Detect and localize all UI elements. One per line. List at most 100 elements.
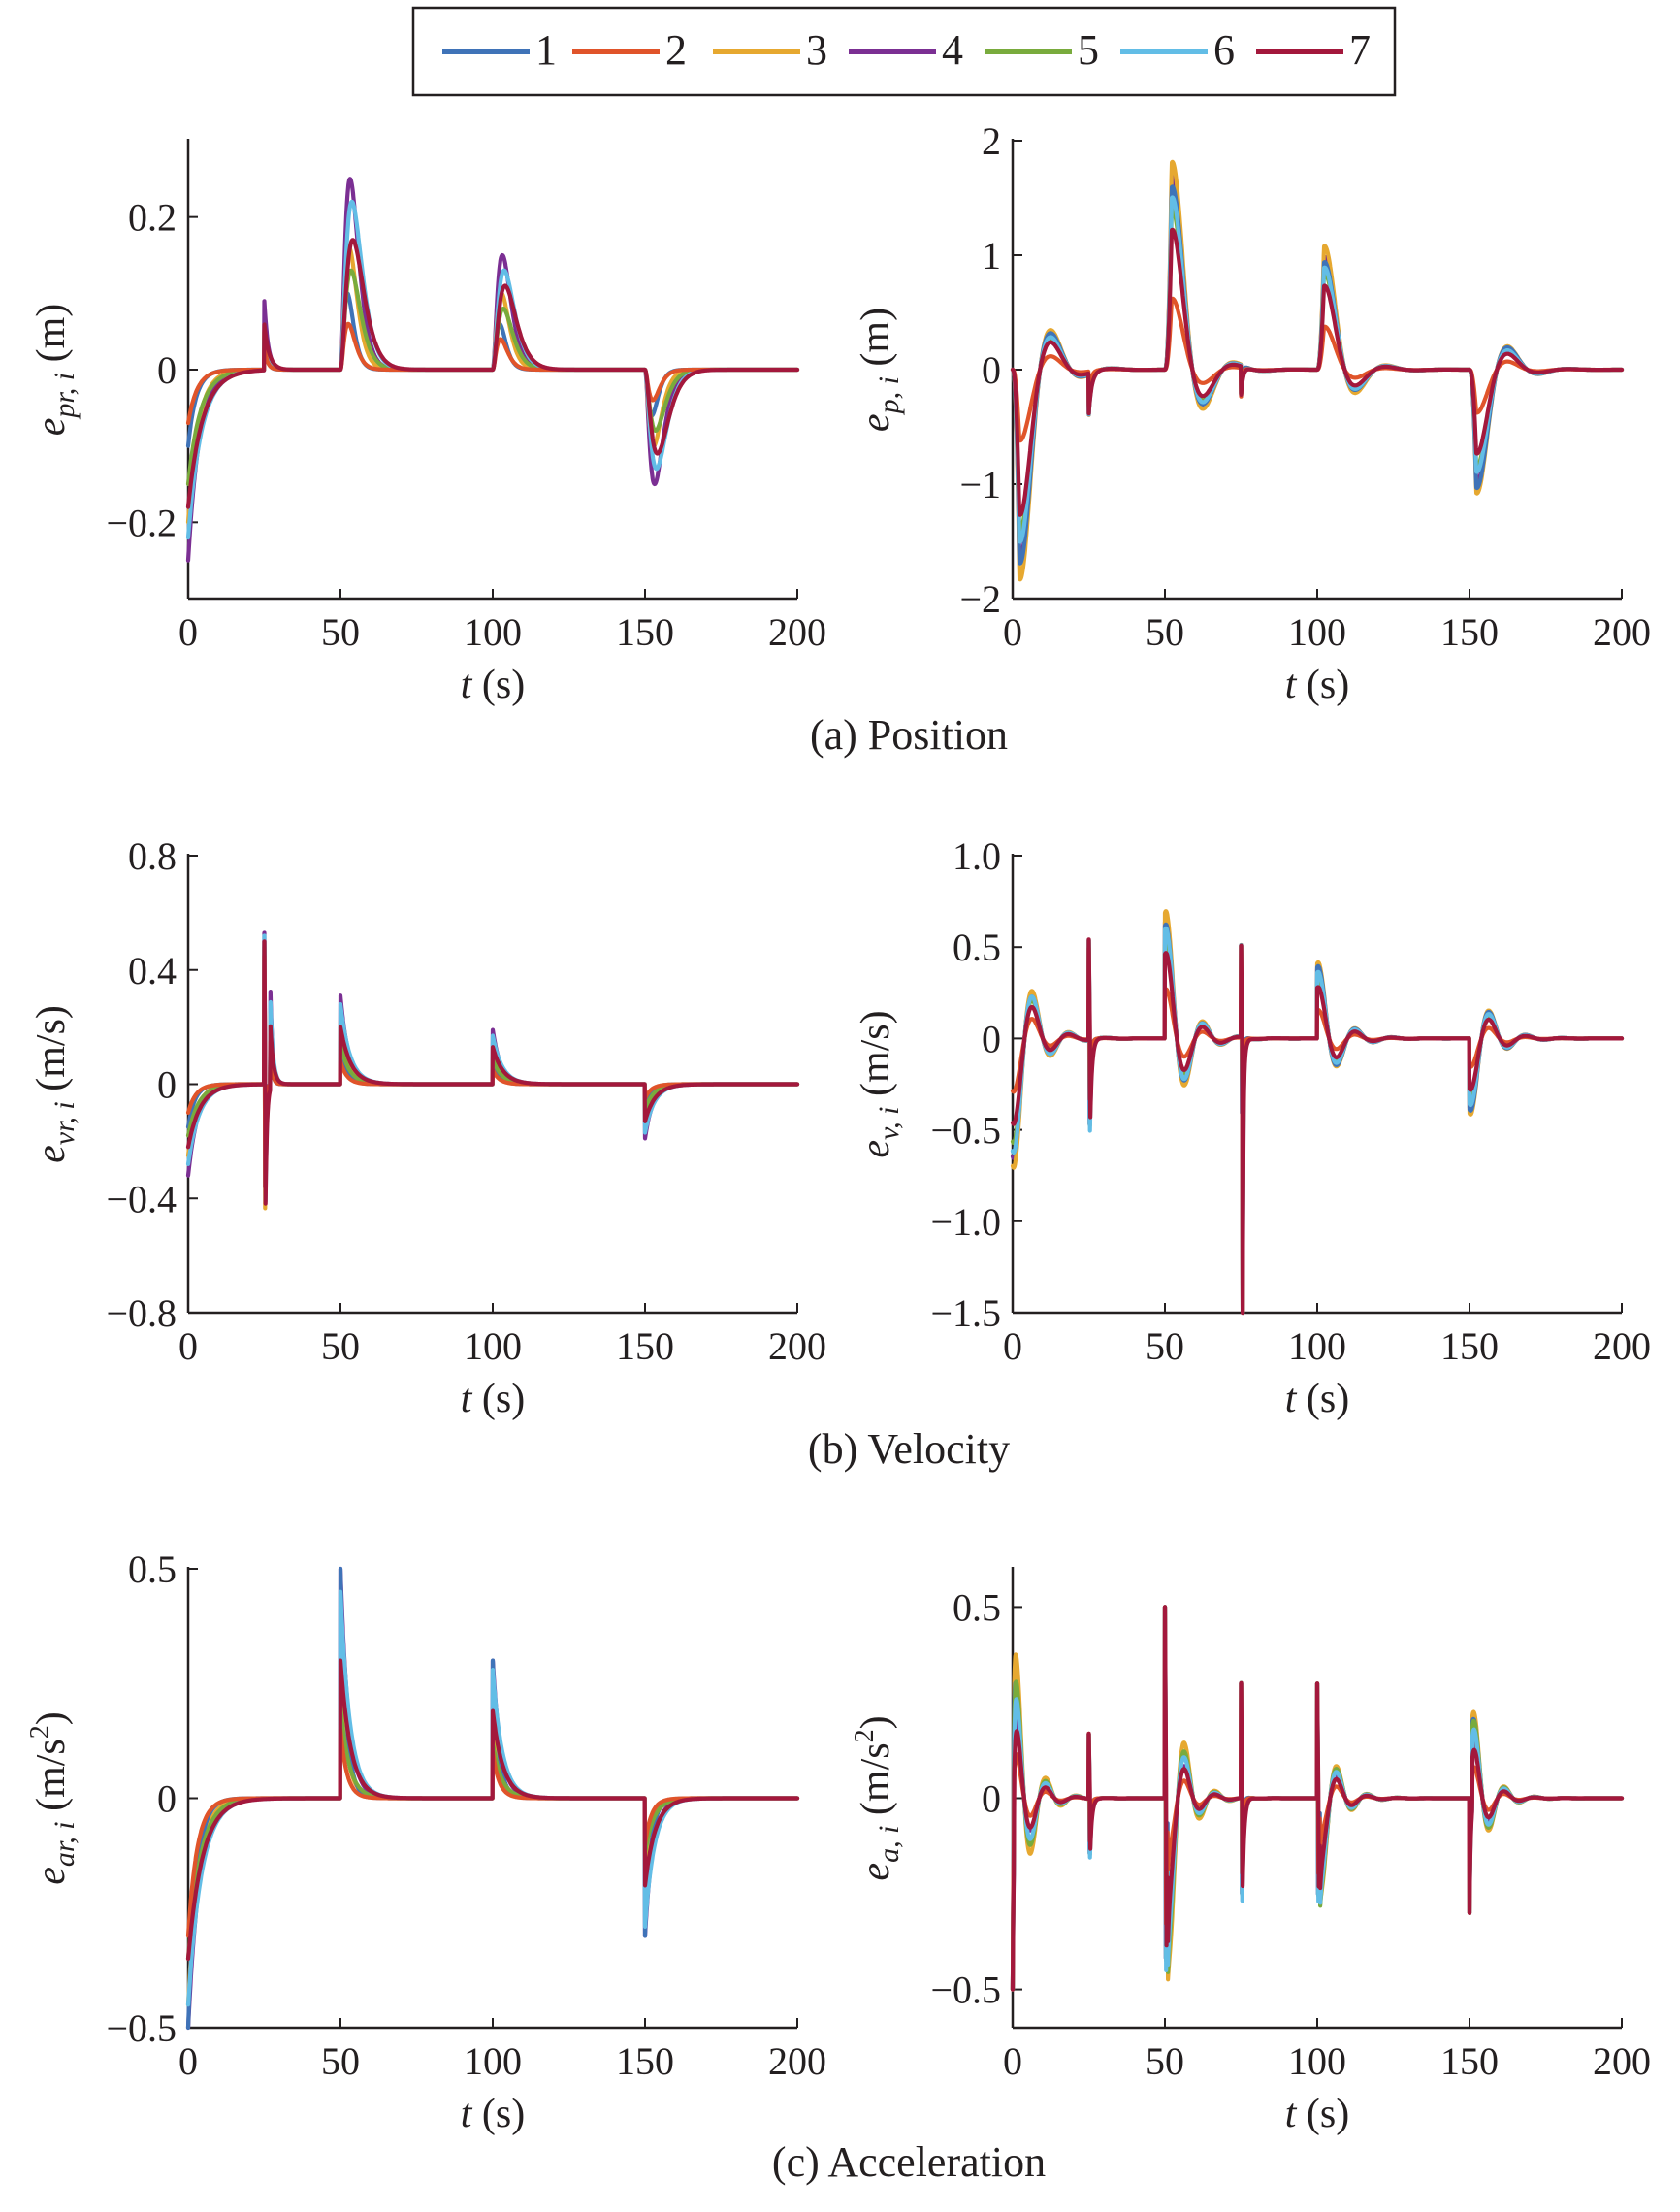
y-axis-label-base: e [29,1867,74,1885]
x-tick-label: 0 [178,610,198,654]
x-axis-label-unit: (s) [1296,2092,1349,2136]
x-tick-label: 0 [1003,1324,1022,1368]
y-tick-label: −0.5 [106,2006,177,2050]
x-tick-label: 100 [464,1324,522,1368]
y-tick-label: 0.4 [128,949,177,992]
x-axis-label-var: t [461,1377,473,1421]
x-axis-label-var: t [1285,1377,1298,1421]
x-tick-label: 50 [1146,2039,1184,2083]
x-tick-label: 100 [464,2039,522,2083]
y-axis-label-unit: (m/s) [29,1005,74,1101]
x-axis-label-unit: (s) [471,1377,525,1421]
y-tick-label: 0.8 [128,834,177,878]
y-axis-label-unit: (m) [29,304,74,373]
legend-label-4: 4 [942,26,963,74]
x-tick-label: 50 [321,610,360,654]
y-axis-label-base: e [29,418,74,437]
chart-panel-vr: 0 50 100 150 200 −0.8 −0.4 0 0.4 0.8 t (s) evr, i (… [29,834,826,1421]
y-tick-label: −1.0 [930,1200,1001,1244]
series-line-1 [1010,184,1625,566]
x-tick-label: 200 [768,2039,826,2083]
x-tick-label: 200 [1593,1324,1651,1368]
y-axis-label-unit: (m/s [29,1739,74,1821]
series-line-7 [185,238,800,509]
x-tick-label: 100 [1288,2039,1346,2083]
y-tick-label: 2 [982,119,1001,163]
x-axis-label-var: t [461,663,473,707]
y-tick-label: −0.4 [106,1177,177,1220]
x-tick-label: 0 [178,2039,198,2083]
y-tick-label: −0.5 [930,1968,1001,2012]
series-line-7 [1010,937,1625,1316]
y-axis-label: ea, i (m/s2) [850,1715,905,1880]
x-axis-label: t (s) [461,663,526,707]
y-axis-label: ep, i (m) [854,308,905,432]
x-tick-label: 200 [768,1324,826,1368]
y-tick-label: 0 [157,1063,177,1107]
chart-panel-ar: 0 50 100 150 200−0.500.5t (s)ear, i (m/s2) [25,1547,826,2136]
series-line-7 [185,1658,800,1962]
series-line-7 [1010,1605,1625,1992]
y-axis-label-sub: p, i [873,376,905,415]
y-tick-label: 0.5 [128,1547,177,1591]
y-axis-label-sub: pr, i [48,373,81,420]
legend-label-3: 3 [806,26,827,74]
y-tick-label: 0 [157,1777,177,1821]
y-tick-label: 0 [982,1777,1001,1821]
x-axis-label-unit: (s) [471,2092,525,2136]
series-line-7 [185,939,800,1206]
x-tick-label: 200 [768,610,826,654]
y-axis-label-base: e [29,1145,74,1163]
y-axis-label-sub: ar, i [48,1821,81,1867]
x-axis-label-unit: (s) [1296,663,1349,707]
y-tick-label: −2 [959,577,1001,621]
series-line-2 [185,321,800,426]
y-tick-label: −1 [959,463,1001,506]
caption-position: (a) Position [810,711,1008,759]
x-tick-label: 150 [1440,2039,1499,2083]
y-tick-label: −0.8 [106,1291,177,1335]
chart-panel-v: 0 50 100 150 200 −1.5 −1.0 −0.5 0 0.5 1.0 t (s) ev, … [854,834,1651,1421]
x-tick-label: 100 [1288,1324,1346,1368]
x-axis-label: t (s) [461,2092,526,2136]
y-tick-label: −1.5 [930,1291,1001,1335]
x-tick-label: 0 [178,1324,198,1368]
x-tick-label: 150 [616,610,674,654]
y-axis-label-sub: vr, i [48,1101,81,1145]
x-tick-label: 150 [1440,1324,1499,1368]
chart-panel-a: 0 50 100 150 200−0.500.5t (s)ea, i (m/s2) [850,1567,1651,2136]
y-axis-label-sup: 2 [850,1729,880,1742]
chart-panel-pr: 0 50 100 150 200 −0.2 0 0.2 t (s) epr, i (m) [29,139,826,707]
x-tick-label: 150 [616,2039,674,2083]
caption-velocity: (b) Velocity [808,1425,1010,1473]
legend-label-5: 5 [1078,26,1099,74]
y-axis-label-base: e [854,1863,898,1881]
y-tick-label: −0.5 [930,1109,1001,1153]
x-axis-label: t (s) [461,1377,526,1421]
x-tick-label: 100 [1288,610,1346,654]
y-tick-label: 1.0 [953,834,1001,878]
x-axis-label-var: t [461,2092,473,2136]
y-axis-label-sup: 2 [25,1725,55,1739]
x-axis-label: t (s) [1285,1377,1350,1421]
legend: 1 2 3 4 5 6 7 [411,6,1397,97]
series-line-3 [185,245,800,525]
x-axis-label: t (s) [1285,2092,1350,2136]
x-tick-label: 100 [464,610,522,654]
y-axis-label: ev, i (m/s) [854,1010,905,1157]
series-line-7 [1010,227,1625,517]
x-tick-label: 50 [321,2039,360,2083]
x-axis-label-unit: (s) [471,663,525,707]
y-axis-label-unit: (m/s [854,1742,898,1825]
x-axis-label-unit: (s) [1296,1377,1349,1421]
x-tick-label: 50 [1146,610,1184,654]
x-tick-label: 150 [1440,610,1499,654]
series-line-5 [185,268,800,487]
y-axis-label-unit: (m) [854,308,898,376]
y-tick-label: 0.5 [953,1585,1001,1629]
x-tick-label: 50 [1146,1324,1184,1368]
x-tick-label: 0 [1003,2039,1022,2083]
chart-panel-p: 0 50 100 150 200 −2 −1 0 1 2 t (s) ep, i (m) [854,119,1651,707]
y-axis-label-close: ) [29,1711,74,1725]
